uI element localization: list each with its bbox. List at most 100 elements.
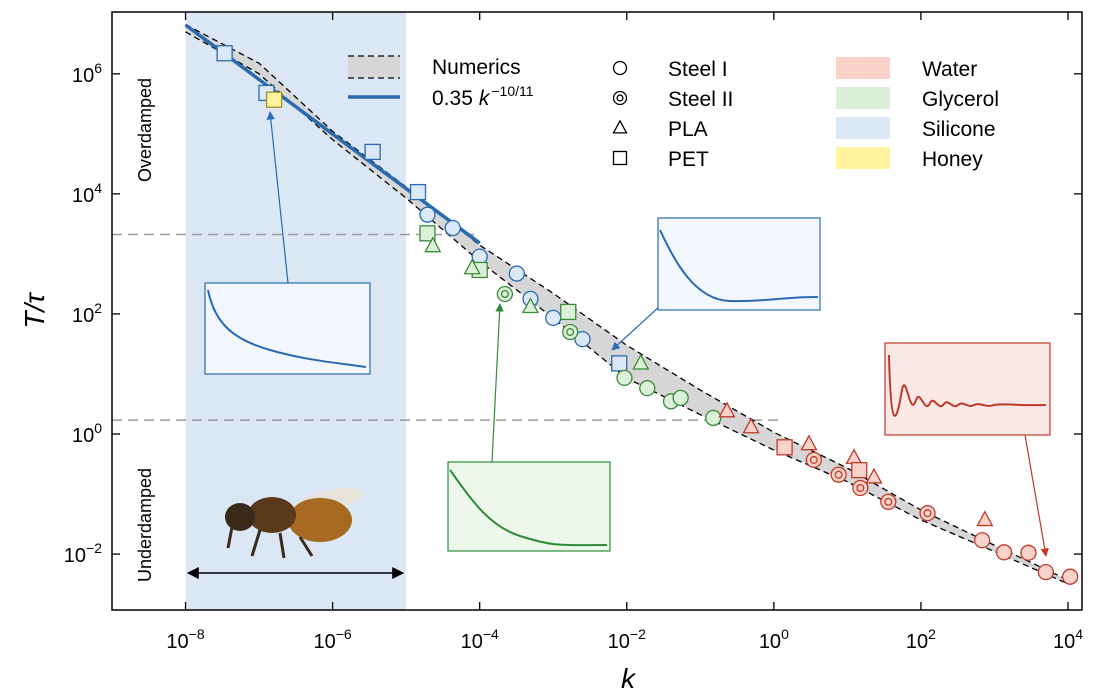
marker-triangle [424,236,442,253]
legend-label: Silicone [922,118,996,141]
plot-frame [111,11,1083,611]
x-axis-title: k [621,663,637,694]
x-tick-label: 10−4 [461,626,499,653]
marker-circle [1062,568,1079,585]
marker-double-circle [880,493,897,511]
bee-head [225,503,255,531]
x-tick-label: 10−8 [166,626,204,653]
marker-inner [809,455,818,464]
marker-triangle [632,353,650,370]
marker-triangle [976,510,994,527]
marker-square [612,150,628,166]
marker-square [409,183,427,201]
annotation: Underdamped [135,468,155,582]
insets [186,111,1051,579]
x-tick-label: 10−2 [608,626,646,653]
inset-curve [888,354,1047,417]
marker-inner [500,289,509,298]
x-tick-label: 10−6 [314,626,352,653]
marker-double-circle [562,323,579,341]
marker-circle [1037,563,1055,581]
marker-double-circle [852,479,869,497]
marks-layer [216,45,1079,585]
inset-arrow [491,303,504,463]
legend-label: Numerics [432,56,521,79]
marker-circle [995,544,1013,561]
marker-square [611,355,628,372]
marker-double-circle [805,451,823,469]
marker-double-circle [612,90,628,106]
inset-curve [207,289,367,368]
marker-circle [444,219,461,237]
inset-arrow [266,111,289,284]
legend-swatch [836,147,890,169]
y-axis-title: T/τ [19,292,50,329]
marker-outer [612,90,628,106]
marker-square [851,461,868,479]
marker-outer [852,479,869,497]
bee-thorax [248,497,296,533]
y-tick-label: 106 [72,60,102,87]
marker-outer [562,323,579,341]
marker-inner [834,470,843,479]
marker-circle [574,331,591,348]
inset-box [884,342,1051,436]
x-tick-label: 100 [759,626,789,653]
axes-layer: 10−8 10−6 10−4 10−2 100 102 104 10−2 100 102 104 10… [19,11,1083,694]
marker-triangle [742,417,760,434]
legend-label: Water [922,58,977,81]
marker-outer [880,493,897,511]
legend-label: PET [668,148,709,171]
inset-curve [659,229,819,303]
legend-label: Steel II [668,88,733,111]
marker-outer [830,466,847,483]
marker-circle [672,389,689,407]
marker-triangle [463,258,481,275]
marker-triangle [865,467,883,484]
marker-triangle [612,119,628,134]
marker-inner [923,509,932,518]
inset-curve [449,469,608,547]
marker-circle [1020,544,1037,561]
legend-swatch [836,87,890,109]
marker-square [419,225,436,242]
marker-circle [419,206,436,223]
x-tick-label: 104 [1053,626,1083,653]
marker-inner [884,497,893,506]
marker-outer [919,505,936,522]
legend-label: Glycerol [922,88,999,111]
fit-coefficient: 0.35 [432,87,473,110]
marker-square [364,143,381,161]
x-tick-label: 102 [906,626,936,653]
inset-arrow [1024,434,1049,557]
fit-variable: k [479,87,491,110]
marker-square [216,45,233,62]
y-tick-label: 104 [72,180,102,207]
marker-triangle [800,434,818,451]
inset-arrow [611,305,661,351]
marker-circle [705,409,722,427]
marker-circle [508,265,525,282]
legend-label: Honey [922,148,983,171]
numerics-band [185,24,1069,584]
marker-square [776,439,793,456]
y-tick-label: 102 [72,300,102,327]
marker-circle [973,532,991,549]
marker-double-circle [496,285,514,303]
y-tick-label: 100 [72,420,102,447]
marker-outer [496,285,514,303]
marker-inner [856,483,865,493]
marker-circle [616,369,633,387]
legend-label: Steel I [668,58,728,81]
annotation: Overdamped [135,78,155,182]
inset-box [657,217,821,311]
marker-circle [612,60,628,76]
marker-square [265,91,283,108]
inset-box [447,461,611,552]
marker-circle [545,309,562,327]
legend-label: 0.35 k −10/11 [432,83,534,110]
marker-circle [639,380,656,397]
legend-swatch [836,117,890,139]
bee-illustration [225,487,364,559]
